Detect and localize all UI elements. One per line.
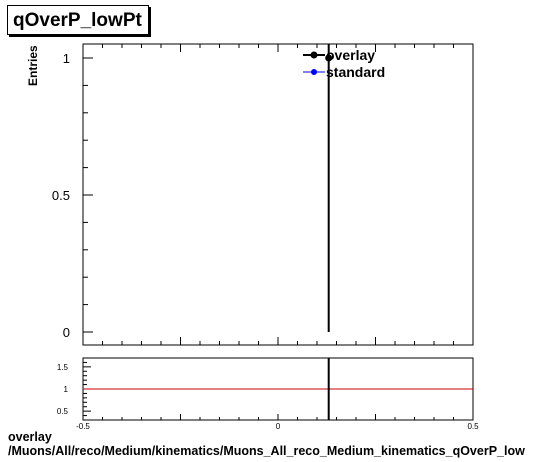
ratio-y-tick-label: 1.5: [57, 363, 69, 372]
footer-line-2: /Muons/All/reco/Medium/kinematics/Muons_…: [8, 444, 525, 458]
ratio-y-tick-label: 1: [64, 385, 69, 394]
legend-overlay-label: overlay: [326, 47, 375, 63]
overlay-data-point: [325, 54, 333, 62]
ratio-x-tick-label: -0.5: [76, 422, 90, 431]
legend-standard-label: standard: [326, 64, 385, 80]
main-x-ticks: [82, 44, 474, 345]
ratio-y-tick-label: 0.5: [57, 407, 69, 416]
footer-caption: overlay /Muons/All/reco/Medium/kinematic…: [8, 430, 525, 458]
ratio-x-tick-label: 0.5: [467, 422, 479, 431]
main-y-ticks: 00.51: [52, 51, 93, 340]
ratio-x-tick-label: 0: [276, 422, 281, 431]
main-y-tick-label: 0: [63, 325, 70, 340]
legend-overlay-marker: [310, 51, 318, 59]
main-plot-frame: [82, 43, 474, 346]
main-y-tick-label: 0.5: [52, 188, 70, 203]
main-y-tick-label: 1: [63, 51, 70, 66]
footer-line-1: overlay: [8, 430, 52, 444]
ratio-x-ticks: -0.5 0 0.5: [76, 414, 479, 431]
main-data-marks: [325, 44, 333, 332]
legend-standard-marker: [311, 69, 317, 75]
main-y-axis-label: Entries: [26, 45, 40, 86]
legend: overlay standard: [303, 47, 385, 80]
ratio-data-marks: [83, 358, 473, 420]
chart-title: qOverP_lowPt: [7, 5, 149, 35]
